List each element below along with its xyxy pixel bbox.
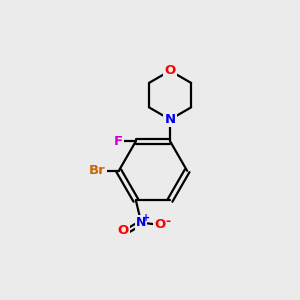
Text: +: + bbox=[142, 213, 150, 223]
Text: N: N bbox=[136, 216, 146, 229]
Text: Br: Br bbox=[89, 164, 106, 177]
Text: O: O bbox=[154, 218, 165, 231]
Text: O: O bbox=[164, 64, 176, 77]
Text: O: O bbox=[118, 224, 129, 237]
Text: -: - bbox=[165, 215, 170, 228]
Text: N: N bbox=[164, 113, 175, 126]
Text: F: F bbox=[114, 135, 123, 148]
